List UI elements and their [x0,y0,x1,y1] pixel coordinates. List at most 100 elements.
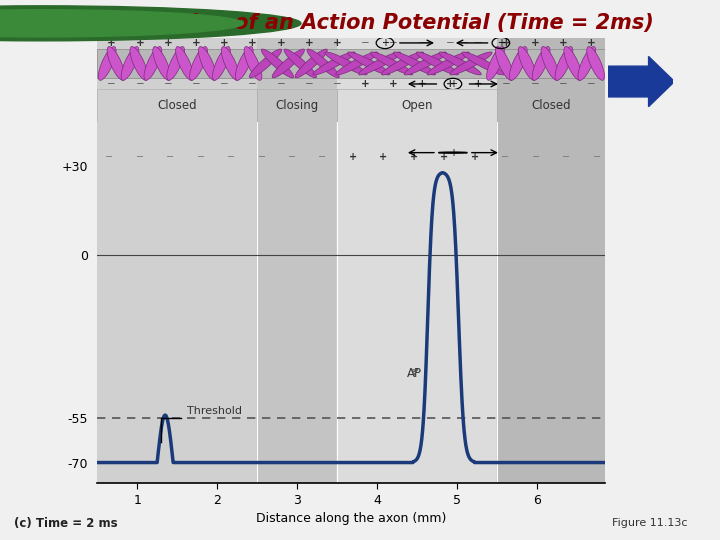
Text: +: + [587,38,595,48]
Text: −: − [474,38,482,48]
Text: +: + [390,79,398,89]
Ellipse shape [153,46,171,80]
Ellipse shape [167,46,184,80]
Text: −: − [501,152,510,161]
Ellipse shape [487,46,504,80]
Ellipse shape [130,46,148,80]
FancyArrow shape [608,56,675,106]
Text: +: + [163,38,172,48]
Ellipse shape [144,46,162,80]
Text: −: − [333,79,342,89]
Ellipse shape [510,46,527,80]
Text: −: − [562,152,570,161]
Ellipse shape [532,46,550,80]
Text: −: − [220,79,229,89]
Text: +: + [192,38,201,48]
Ellipse shape [439,52,481,75]
Ellipse shape [99,46,116,80]
Ellipse shape [249,49,282,78]
Text: −: − [390,38,398,48]
Text: +: + [418,79,426,89]
Bar [97,122,257,483]
Text: +: + [361,79,370,89]
Ellipse shape [221,46,239,80]
Text: −: − [418,38,426,48]
Text: +: + [349,152,357,161]
Ellipse shape [393,52,436,75]
Ellipse shape [189,46,207,80]
Ellipse shape [295,49,328,78]
Text: −: − [166,152,174,161]
Text: −: − [446,38,454,48]
Ellipse shape [371,52,413,75]
Text: −: − [276,79,285,89]
Bar [337,122,497,483]
Text: Closing: Closing [276,99,319,112]
Text: Figure 11.13c: Figure 11.13c [612,518,688,529]
Ellipse shape [235,46,253,80]
Ellipse shape [307,49,339,78]
Ellipse shape [348,52,390,75]
Ellipse shape [176,46,194,80]
Ellipse shape [541,46,559,80]
Bar [497,122,605,483]
Ellipse shape [564,46,582,80]
Text: −: − [422,38,431,48]
Text: Closed: Closed [158,99,197,112]
Text: Open: Open [401,99,433,112]
Text: −: − [559,79,567,89]
Ellipse shape [416,52,459,75]
Ellipse shape [272,49,305,78]
Circle shape [0,10,243,37]
Bar [257,122,337,483]
Text: +: + [471,152,479,161]
Ellipse shape [261,49,294,78]
Text: +: + [497,38,505,48]
Bar [97,38,257,89]
Text: −: − [135,79,144,89]
Bar [97,89,257,122]
Text: −: − [531,79,539,89]
Text: −: − [107,79,116,89]
Text: −: − [163,79,172,89]
Text: −: − [192,79,201,89]
Text: Closed: Closed [531,99,571,112]
Bar [337,89,497,122]
Text: −: − [288,152,296,161]
Text: +: + [107,38,116,48]
Ellipse shape [284,49,317,78]
Text: +: + [559,38,567,48]
Text: −: − [587,79,595,89]
Ellipse shape [578,46,595,80]
Ellipse shape [325,52,367,75]
Text: +: + [333,38,342,48]
Text: +: + [502,38,511,48]
Text: +: + [410,152,418,161]
Text: +: + [446,79,454,89]
Text: +: + [379,152,387,161]
Text: AP: AP [408,367,423,380]
Text: −: − [502,79,511,89]
Text: −: − [105,152,113,161]
Text: −: − [248,79,257,89]
Text: +: + [531,38,539,48]
Ellipse shape [336,52,378,75]
Bar [257,89,337,122]
Text: +: + [474,79,482,89]
Text: −: − [197,152,204,161]
Ellipse shape [107,46,125,80]
X-axis label: Distance along the axon (mm): Distance along the axon (mm) [256,512,446,525]
Ellipse shape [495,46,513,80]
Text: −: − [135,152,144,161]
Text: +: + [449,79,457,89]
Text: +: + [220,38,229,48]
Text: −: − [532,152,540,161]
Text: −: − [361,38,370,48]
Ellipse shape [382,52,423,75]
Text: −: − [227,152,235,161]
Ellipse shape [244,46,262,80]
Text: +: + [135,38,144,48]
Text: +: + [248,38,257,48]
Bar [97,49,605,78]
Ellipse shape [518,46,536,80]
